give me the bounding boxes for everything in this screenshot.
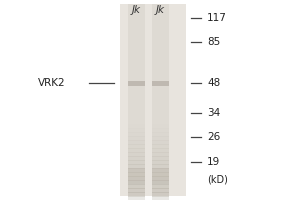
Bar (128, 148, 145, 153)
Bar (128, 168, 145, 184)
Bar (152, 140, 169, 145)
Bar (128, 4, 145, 196)
Bar (128, 156, 145, 161)
Bar (152, 168, 169, 184)
Bar (152, 180, 169, 185)
Bar (128, 80, 145, 86)
Bar (152, 188, 169, 193)
Bar (152, 132, 169, 137)
Text: 48: 48 (207, 78, 220, 88)
Bar (120, 4, 186, 196)
Text: 19: 19 (207, 157, 220, 167)
Bar (152, 164, 169, 169)
Bar (152, 144, 169, 149)
Bar (152, 184, 169, 189)
Bar (128, 164, 145, 169)
Bar (128, 144, 145, 149)
Bar (128, 184, 145, 189)
Text: Jk: Jk (132, 5, 141, 15)
Text: 85: 85 (207, 37, 220, 47)
Text: 117: 117 (207, 13, 227, 23)
Bar (152, 168, 169, 173)
Bar (152, 196, 169, 200)
Bar (128, 196, 145, 200)
Bar (152, 120, 169, 125)
Bar (152, 136, 169, 141)
Bar (128, 136, 145, 141)
Bar (128, 168, 145, 173)
Bar (128, 192, 145, 197)
Bar (128, 124, 145, 129)
Text: (kD): (kD) (207, 175, 228, 185)
Bar (128, 132, 145, 137)
Bar (128, 180, 145, 185)
Bar (128, 152, 145, 157)
Bar (128, 172, 145, 177)
Bar (128, 140, 145, 145)
Bar (152, 156, 169, 161)
Text: Jk: Jk (156, 5, 165, 15)
Text: VRK2: VRK2 (38, 78, 66, 88)
Bar (152, 148, 169, 153)
Bar (128, 120, 145, 125)
Bar (152, 128, 169, 133)
Bar (152, 152, 169, 157)
Bar (128, 128, 145, 133)
Bar (152, 172, 169, 177)
Text: 26: 26 (207, 132, 220, 142)
Bar (128, 160, 145, 165)
Bar (152, 160, 169, 165)
Bar (152, 192, 169, 197)
Bar (152, 124, 169, 129)
Bar (128, 176, 145, 181)
Bar (128, 188, 145, 193)
Text: 34: 34 (207, 108, 220, 118)
Bar (152, 176, 169, 181)
Bar (152, 80, 169, 86)
Bar (152, 4, 169, 196)
